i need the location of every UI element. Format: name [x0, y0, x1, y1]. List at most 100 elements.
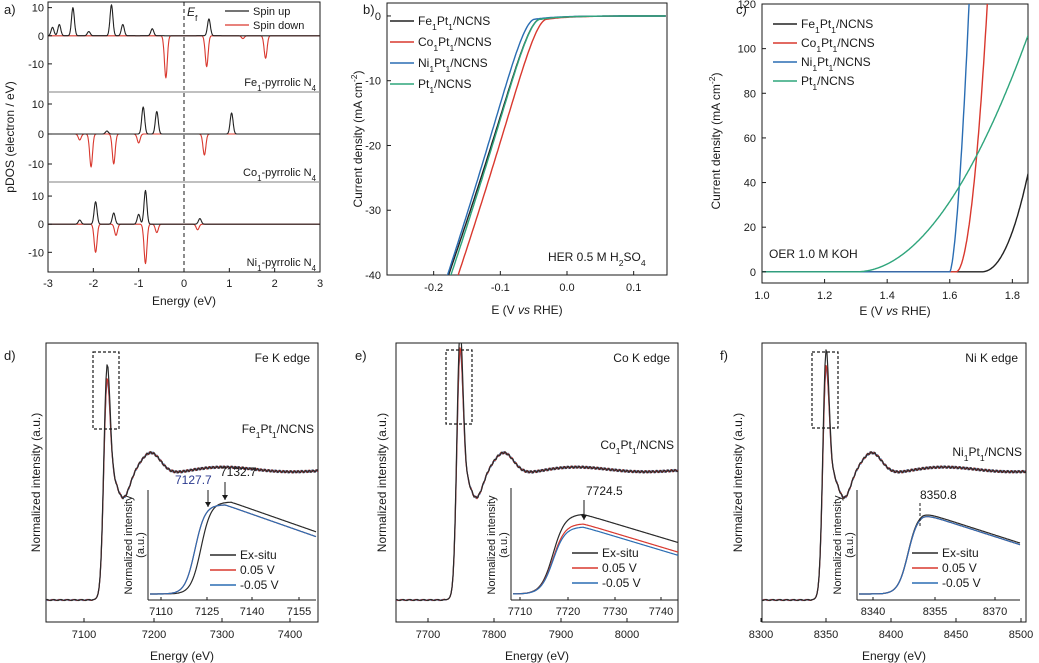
inset-legend-label: Ex-situ	[942, 546, 979, 560]
subplot-label-part: Ni	[247, 257, 257, 269]
panel-c-curves	[762, 4, 1028, 273]
peak-energy-label: 8350.8	[920, 488, 957, 502]
peak-arrow-head	[205, 502, 211, 507]
legend-label-part: 1	[831, 25, 836, 35]
inset-ylabel: Normalized intensity	[832, 495, 844, 595]
legend-label-part: /NCNS	[837, 36, 874, 50]
panel-a-ytick-label: 10	[32, 3, 44, 15]
legend-label-part: Pt	[820, 17, 832, 31]
inset-legend-label: Ex-situ	[602, 546, 639, 560]
panel-f-xtick-label: 8500	[1009, 629, 1033, 641]
oer-line-pt	[762, 35, 1028, 273]
panel-b-xlabel-part: RHE)	[530, 303, 563, 317]
legend-label-part: Pt	[434, 56, 446, 70]
spin-up-line	[48, 106, 320, 135]
panel-c-xtick-label: 1.2	[817, 290, 832, 302]
her-condition-label-part: SO	[623, 250, 640, 264]
inset-ylabel: Normalized intensity	[123, 495, 135, 595]
inset-line-2	[859, 516, 1021, 595]
panel-a-xtick-label: 1	[226, 278, 232, 290]
legend-label-part: Pt	[418, 77, 430, 91]
legend-label-part: 1	[828, 63, 833, 73]
panel-a-ytick-label: -10	[28, 159, 44, 171]
inset-line-2	[513, 526, 679, 595]
fermi-label-part: f	[195, 13, 198, 23]
whiteline-dashed-box	[811, 351, 839, 429]
peak-arrow-head	[581, 515, 587, 520]
panel-a-spin-group	[48, 4, 320, 79]
panel-c-xtick-label: 1.0	[754, 290, 769, 302]
panel-e-letter: e)	[355, 348, 367, 363]
panel-b-xlabel-part: vs	[518, 303, 530, 317]
legend-label-part: /NCNS	[454, 35, 491, 49]
panel-c-ylabel-part: -2	[707, 76, 717, 84]
inset-legend-label: -0.05 V	[602, 576, 641, 590]
subplot-label-part: 4	[312, 264, 317, 273]
panel-e-frame	[395, 342, 679, 623]
sample-label: Ni1Pt1/NCNS	[952, 445, 1022, 463]
inset-line-0	[513, 513, 679, 595]
panel-b-xlabel-part: E (V	[491, 303, 518, 317]
panel-f-frame	[761, 342, 1027, 623]
panel-c-ytick-label: 60	[744, 133, 756, 145]
panel-b-ylabel-part: Current density (mA cm	[351, 82, 365, 207]
sample-label-part: /NCNS	[985, 445, 1022, 459]
legend-label-part: 1	[812, 63, 817, 73]
panel-a-ytick-label: 0	[38, 129, 44, 141]
panel-e-curves	[396, 343, 678, 602]
inset-ylabel-units: (a.u.)	[135, 532, 147, 558]
xanes-line-0	[46, 364, 318, 602]
inset-curves	[859, 514, 1021, 595]
panel-d-xtick-label: 7300	[210, 629, 234, 641]
xanes-line-1	[46, 378, 318, 602]
sample-label-part: Pt	[969, 445, 981, 459]
panel-f-xlabel: Energy (eV)	[862, 649, 926, 663]
sample-label-part: 1	[256, 430, 261, 440]
xanes-line-0	[396, 343, 678, 602]
subplot-label-part: -pyrrolic N	[261, 77, 311, 89]
panel-c-ytick-label: 80	[744, 88, 756, 100]
panel-b-ytick-label: -20	[365, 140, 381, 152]
sample-label: Fe1Pt1/NCNS	[242, 422, 314, 440]
panel-f-xtick-label: 8300	[749, 629, 773, 641]
panel-b-frame	[386, 2, 668, 276]
legend-label-part: 1	[445, 64, 450, 74]
inset-xtick-label: 8370	[983, 606, 1007, 618]
panel-e-xtick-label: 7900	[549, 629, 573, 641]
panel-a-ytick-label: 0	[38, 219, 44, 231]
sample-label-part: Pt	[621, 438, 633, 452]
legend-label-part: 1	[429, 64, 434, 74]
panel-a-xtick-label: -1	[134, 278, 144, 290]
panel-d-xtick-label: 7200	[142, 629, 166, 641]
panel-b-ylabel: Current density (mA cm-2)	[349, 70, 365, 207]
inset-xtick-label: 7710	[508, 606, 532, 618]
panel-c-xlabel: E (V vs RHE)	[859, 304, 930, 318]
legend-label-part: 1	[832, 44, 837, 54]
panel-d-xtick-label: 7400	[278, 629, 302, 641]
panel-d-xtick-label: 7100	[72, 629, 96, 641]
sample-label-part: 1	[632, 446, 637, 456]
panel-d-curves	[46, 364, 318, 602]
subplot-label: Fe1-pyrrolic N4	[244, 77, 316, 93]
oer-condition-label: OER 1.0 M KOH	[769, 247, 858, 261]
sample-label-part: Fe	[242, 422, 256, 436]
panel-f-xtick-label: 8350	[814, 629, 838, 641]
inset-xtick-label: 7730	[603, 606, 627, 618]
panel-c-ytick-label: 20	[744, 222, 756, 234]
her-line-pt	[450, 15, 666, 275]
legend-label-part: 1	[429, 85, 434, 95]
panel-d-letter: d)	[4, 348, 16, 363]
panel-b-letter: b)	[363, 2, 375, 17]
panel-a-xtick-label: 3	[317, 278, 323, 290]
legend-label-part: Pt	[817, 55, 829, 69]
inset-line-2	[150, 504, 317, 595]
subplot-label-part: -pyrrolic N	[261, 257, 311, 269]
her-condition-label-part: HER 0.5 M H	[548, 250, 619, 264]
inset-legend-label: 0.05 V	[240, 563, 275, 577]
legend-label-part: /NCNS	[833, 55, 870, 69]
legend-label-part: Ni	[801, 55, 812, 69]
legend-label-part: /NCNS	[817, 74, 854, 88]
panel-b-xtick-label: 0.1	[626, 282, 641, 294]
panel-c-ylabel: Current density (mA cm-2)	[707, 72, 723, 209]
legend-label: Fe1Pt1/NCNS	[801, 17, 873, 35]
